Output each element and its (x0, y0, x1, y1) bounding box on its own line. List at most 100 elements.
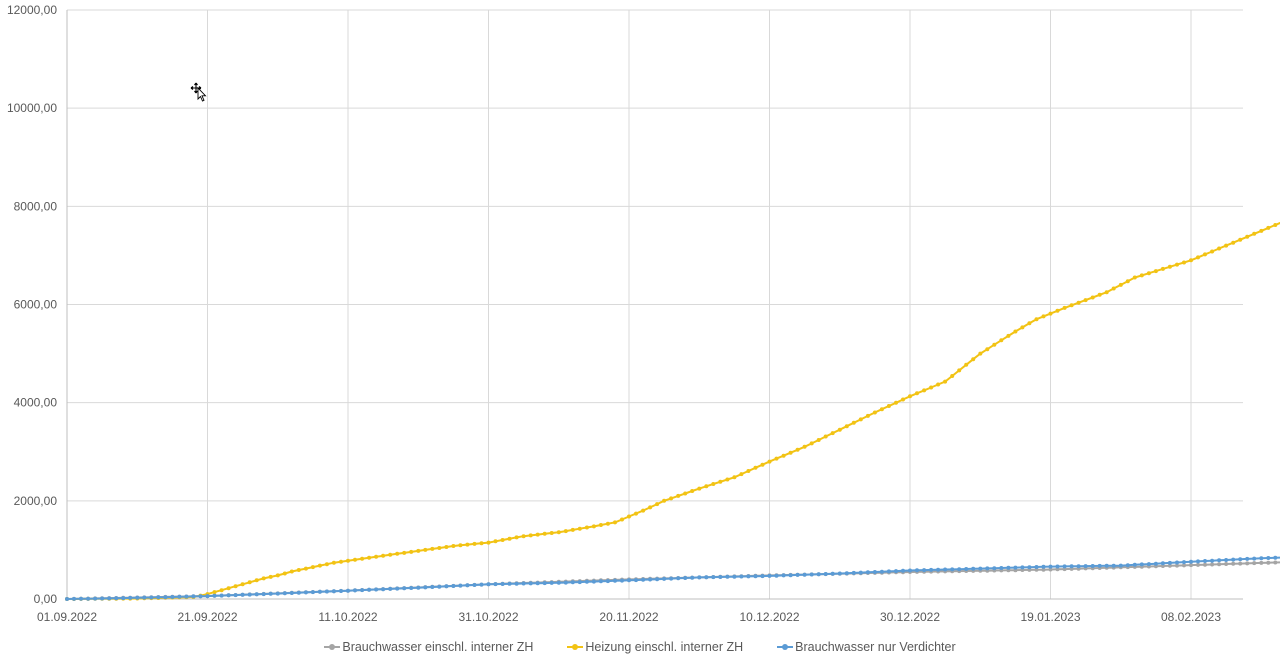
data-point-series-2 (1076, 564, 1081, 569)
data-point-series-1 (711, 482, 716, 486)
legend-item-brauchwasser-verdichter[interactable]: Brauchwasser nur Verdichter (777, 638, 956, 656)
data-point-series-1 (894, 400, 898, 405)
data-point-series-2 (563, 580, 568, 585)
legend-item-brauchwasser-zh[interactable]: Brauchwasser einschl. interner ZH (324, 638, 533, 656)
data-point-series-1 (1203, 252, 1207, 257)
data-point-series-2 (584, 579, 589, 584)
data-point-series-1 (430, 546, 435, 551)
data-point-series-1 (268, 574, 273, 579)
data-point-series-2 (268, 591, 273, 596)
data-point-series-2 (865, 570, 870, 575)
data-point-series-1 (915, 391, 919, 396)
data-point-series-2 (163, 595, 168, 600)
x-tick-label: 20.11.2022 (599, 610, 658, 624)
x-tick-label: 31.10.2022 (458, 610, 518, 624)
data-point-series-2 (1062, 564, 1067, 569)
data-point-series-0 (1273, 560, 1278, 565)
data-point-series-1 (1139, 273, 1144, 278)
data-point-series-2 (240, 592, 245, 597)
data-point-series-1 (1055, 308, 1060, 313)
data-point-series-2 (598, 579, 603, 584)
data-point-series-1 (1224, 243, 1229, 248)
data-point-series-2 (978, 566, 983, 571)
data-point-series-1 (514, 535, 519, 540)
data-point-series-2 (500, 582, 505, 586)
data-point-series-1 (929, 385, 934, 390)
y-tick-label: 2000,00 (14, 494, 58, 508)
data-point-series-1 (753, 465, 758, 470)
data-point-series-2 (957, 567, 962, 572)
data-point-series-1 (289, 569, 294, 574)
data-point-series-2 (950, 567, 955, 572)
data-point-series-2 (1231, 557, 1236, 562)
data-point-series-2 (191, 594, 196, 599)
data-point-series-1 (718, 479, 723, 484)
data-point-series-2 (577, 580, 582, 585)
data-point-series-0 (1041, 567, 1046, 572)
data-point-series-2 (177, 594, 182, 599)
data-point-series-1 (774, 456, 779, 461)
data-point-series-2 (1111, 563, 1116, 568)
legend-marker-brauchwasser-verdichter (777, 643, 794, 651)
data-point-series-2 (823, 572, 828, 576)
data-point-series-2 (556, 580, 561, 585)
data-point-series-1 (556, 530, 561, 535)
data-point-series-2 (886, 569, 891, 574)
data-point-series-2 (851, 570, 856, 575)
data-point-series-0 (1055, 567, 1060, 572)
data-point-series-1 (620, 517, 624, 522)
data-point-series-1 (1090, 295, 1095, 300)
x-tick-label: 21.09.2022 (177, 610, 237, 624)
data-point-series-2 (402, 586, 407, 591)
data-point-series-1 (950, 374, 955, 378)
legend-item-heizung[interactable]: Heizung einschl. interner ZH (567, 638, 743, 656)
data-point-series-2 (472, 583, 477, 587)
data-point-series-0 (1245, 561, 1250, 566)
data-point-series-2 (788, 573, 793, 578)
data-point-series-1 (1083, 298, 1088, 303)
data-point-series-2 (915, 568, 919, 573)
data-point-series-2 (465, 583, 470, 588)
data-point-series-1 (1125, 279, 1130, 284)
data-point-series-2 (676, 576, 681, 581)
data-point-series-1 (922, 388, 927, 393)
data-point-series-1 (472, 541, 477, 546)
data-point-series-1 (240, 582, 245, 587)
data-point-series-2 (1196, 559, 1200, 564)
data-point-series-0 (1203, 562, 1207, 567)
data-point-series-1 (641, 508, 646, 513)
data-point-series-2 (310, 590, 315, 595)
data-point-series-0 (1048, 567, 1053, 572)
data-point-series-2 (943, 567, 948, 572)
data-point-series-1 (1069, 303, 1074, 308)
data-point-series-1 (739, 472, 744, 477)
data-point-series-2 (929, 567, 934, 572)
data-point-series-1 (851, 420, 856, 425)
legend-marker-heizung (567, 643, 584, 651)
data-point-series-2 (416, 585, 421, 590)
data-point-series-1 (1034, 317, 1039, 322)
data-point-series-2 (627, 578, 631, 583)
data-point-series-0 (1238, 561, 1243, 566)
data-point-series-1 (1238, 237, 1243, 242)
data-point-series-1 (627, 514, 631, 519)
data-point-series-2 (1048, 564, 1053, 569)
data-point-series-1 (388, 552, 393, 557)
data-point-series-1 (542, 531, 547, 536)
data-point-series-2 (753, 574, 758, 579)
data-point-series-0 (1252, 561, 1257, 566)
data-point-series-1 (809, 441, 814, 446)
data-point-series-2 (760, 574, 765, 579)
data-point-series-1 (781, 453, 786, 458)
data-point-series-1 (296, 568, 301, 572)
data-point-series-1 (1104, 290, 1109, 295)
data-point-series-2 (837, 571, 842, 576)
data-point-series-1 (1132, 275, 1137, 280)
data-point-series-2 (1266, 556, 1271, 560)
data-point-series-2 (936, 567, 941, 572)
data-point-series-2 (493, 582, 498, 587)
data-point-series-1 (823, 434, 828, 439)
data-point-series-2 (535, 581, 540, 586)
data-point-series-0 (1034, 567, 1039, 572)
